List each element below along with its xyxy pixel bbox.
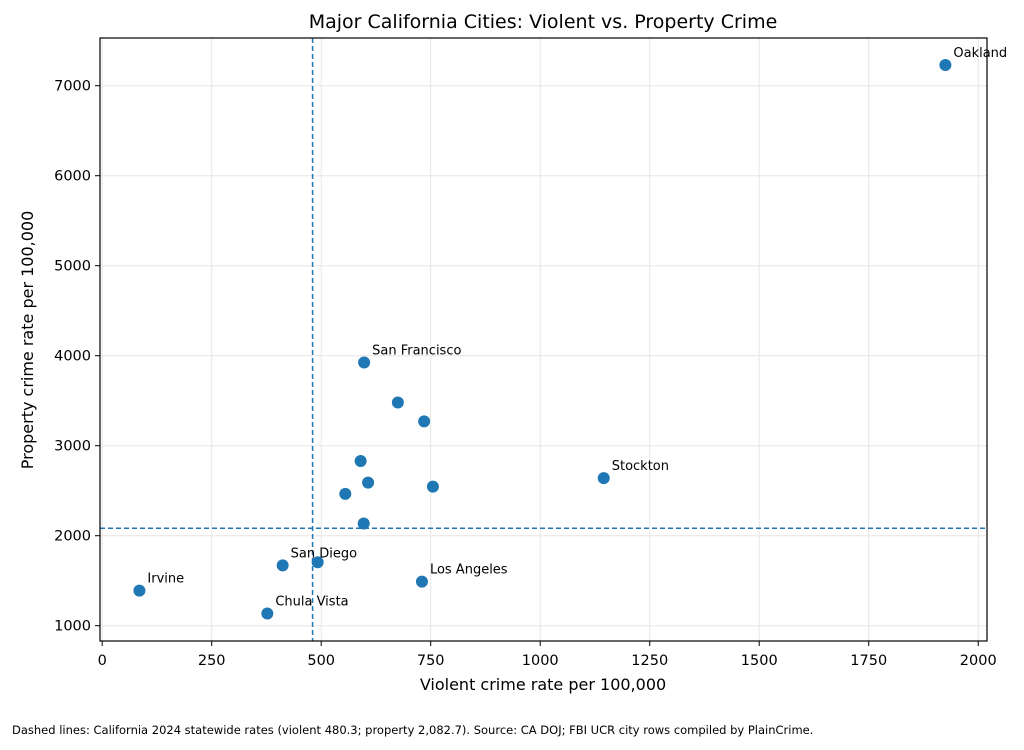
x-tick-label: 500	[307, 653, 335, 669]
y-tick-label: 7000	[54, 79, 91, 95]
chart-title: Major California Cities: Violent vs. Pro…	[309, 11, 778, 33]
point-label: San Francisco	[372, 343, 461, 358]
point-label: Oakland	[953, 46, 1007, 61]
point-label: Los Angeles	[430, 563, 508, 578]
chart-caption: Dashed lines: California 2024 statewide …	[12, 723, 814, 737]
x-axis-label: Violent crime rate per 100,000	[420, 675, 666, 694]
plot-area-frame	[99, 37, 988, 642]
x-tick-label: 0	[98, 653, 107, 669]
point-labels: Oakland San Francisco Stockton San Diego Los…	[147, 46, 1007, 610]
x-tick-label: 1500	[741, 653, 778, 669]
data-point	[418, 415, 431, 428]
data-point	[939, 59, 952, 71]
data-point	[597, 472, 610, 485]
data-point	[133, 584, 146, 597]
data-point	[276, 559, 289, 572]
data-point	[426, 480, 439, 493]
data-point	[354, 455, 367, 467]
data-point	[311, 556, 324, 569]
y-tick-label: 6000	[54, 169, 91, 185]
point-label: Chula Vista	[275, 595, 348, 610]
data-point	[357, 517, 370, 530]
data-point	[358, 356, 371, 369]
y-tick-label: 1000	[54, 619, 91, 635]
x-tick-label: 1250	[631, 653, 668, 669]
x-tick-label: 1000	[522, 653, 559, 669]
x-tick-label: 2000	[960, 653, 997, 669]
y-tick-label: 4000	[54, 349, 91, 365]
scatter-chart: Major California Cities: Violent vs. Pro…	[18, 11, 1007, 694]
data-points	[133, 59, 952, 620]
point-label: Irvine	[147, 572, 184, 587]
data-point	[261, 607, 274, 620]
data-point	[391, 396, 404, 409]
x-tick-label: 250	[198, 653, 226, 669]
y-axis-label: Property crime rate per 100,000	[18, 211, 37, 470]
reference-lines	[100, 38, 987, 641]
data-point	[415, 575, 428, 588]
axis-ticks: 0 250 500 750 1000 1250 1500 1750 2000 1000 2000 30…	[54, 79, 997, 669]
point-label: San Diego	[291, 546, 357, 561]
y-tick-label: 5000	[54, 259, 91, 275]
x-tick-label: 1750	[850, 653, 887, 669]
data-point	[362, 476, 375, 489]
point-label: Stockton	[612, 459, 669, 474]
y-tick-label: 2000	[54, 529, 91, 545]
x-tick-label: 750	[417, 653, 445, 669]
grid	[100, 38, 987, 641]
y-tick-label: 3000	[54, 439, 91, 455]
data-point	[339, 487, 352, 500]
